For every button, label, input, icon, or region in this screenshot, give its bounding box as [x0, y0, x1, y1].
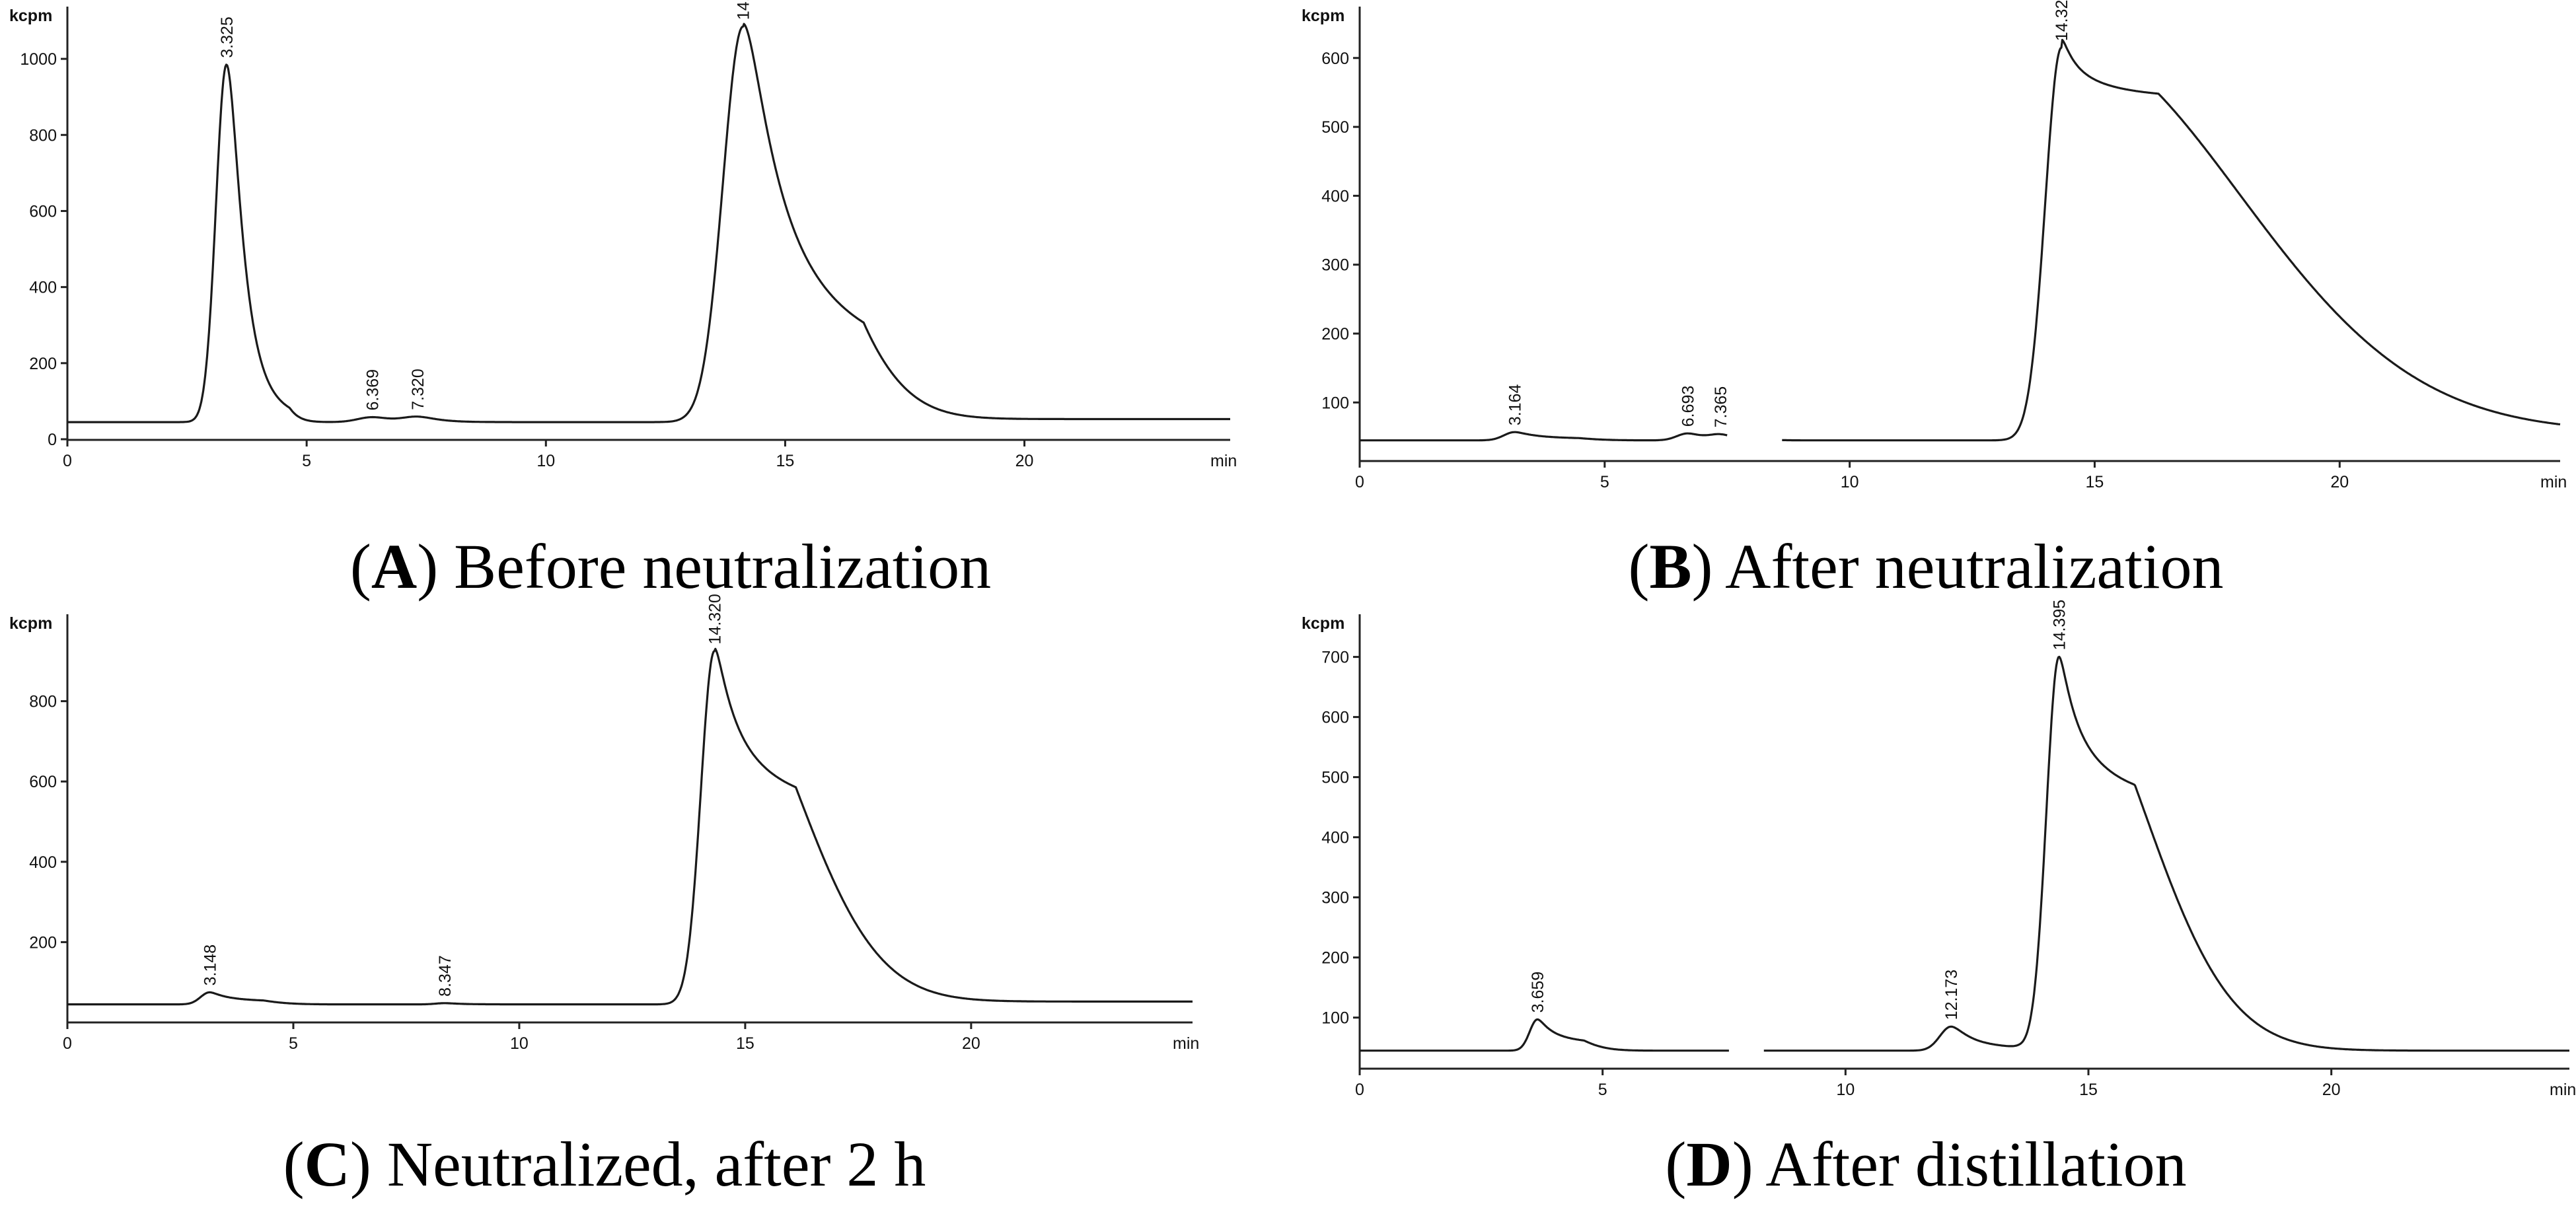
y-tick-label: 400 [1321, 829, 1349, 847]
x-tick-label: 10 [536, 452, 555, 470]
x-tick-label: 0 [63, 1034, 72, 1053]
y-unit-label: kcpm [1302, 614, 1344, 633]
peak-label: 14.322 [2053, 0, 2071, 41]
x-unit-label: min [1210, 452, 1237, 470]
peak-label: 14.120 [735, 0, 753, 20]
y-tick-label: 1000 [20, 50, 57, 69]
y-tick-label: 200 [1321, 949, 1349, 968]
peak-label: 8.347 [436, 955, 455, 997]
x-tick-label: 0 [1355, 1081, 1364, 1099]
x-tick-label: 5 [1600, 473, 1609, 491]
chromatogram-panel-d: kcpm min 100 200 300 400 500 600 700 0 5 10 15 20 3.65… [1302, 600, 2576, 1099]
y-tick-label: 200 [1321, 325, 1349, 343]
y-tick-label: 700 [1321, 649, 1349, 667]
chromatogram-trace [67, 22, 1231, 423]
peak-label: 12.173 [1942, 970, 1961, 1020]
x-tick-label: 0 [63, 452, 72, 470]
x-tick-label: 5 [289, 1034, 298, 1053]
x-unit-label: min [1173, 1034, 1199, 1053]
chromatogram-trace [1359, 655, 2570, 1052]
y-tick-label: 500 [1321, 118, 1349, 137]
x-tick-label: 15 [776, 452, 795, 470]
peak-label: 7.320 [409, 369, 427, 410]
peak-label: 7.365 [1712, 386, 1730, 428]
peak-label: 3.164 [1506, 384, 1525, 426]
peak-label: 14.320 [706, 594, 724, 644]
y-unit-label: kcpm [9, 7, 52, 25]
y-tick-label: 800 [29, 126, 57, 145]
y-tick-label: 200 [29, 933, 57, 952]
x-tick-label: 20 [1015, 452, 1034, 470]
x-tick-label: 10 [510, 1034, 529, 1053]
y-tick-label: 800 [29, 693, 57, 711]
chromatogram-trace [67, 647, 1193, 1006]
peak-label: 3.325 [218, 17, 237, 58]
chromatogram-trace [1359, 38, 2561, 442]
x-tick-label: 15 [736, 1034, 754, 1053]
y-tick-label: 100 [1321, 394, 1349, 412]
y-tick-label: 400 [29, 853, 57, 872]
caption-b: (B) After neutralization [1629, 531, 2224, 602]
chromatogram-panel-b: kcpm min 100 200 300 400 500 600 0 5 10 15 20 3.164 6.… [1302, 0, 2567, 491]
x-unit-label: min [2550, 1081, 2576, 1099]
y-tick-label: 500 [1321, 769, 1349, 787]
x-tick-label: 10 [1836, 1081, 1855, 1099]
peak-label: 6.369 [363, 369, 382, 411]
x-tick-label: 5 [1598, 1081, 1607, 1099]
y-tick-label: 100 [1321, 1009, 1349, 1028]
peak-label: 3.148 [201, 945, 219, 986]
x-tick-label: 15 [2086, 473, 2104, 491]
y-tick-label: 600 [29, 202, 57, 221]
x-tick-label: 20 [962, 1034, 980, 1053]
y-tick-label: 0 [48, 431, 57, 449]
caption-a: (A) Before neutralization [350, 531, 991, 602]
x-tick-label: 20 [2322, 1081, 2341, 1099]
caption-c: (C) Neutralized, after 2 h [283, 1129, 926, 1199]
y-unit-label: kcpm [1302, 7, 1344, 25]
y-unit-label: kcpm [9, 614, 52, 633]
caption-d: (D) After distillation [1665, 1129, 2186, 1199]
y-tick-label: 300 [1321, 889, 1349, 908]
x-tick-label: 20 [2330, 473, 2349, 491]
chromatogram-panel-c: kcpm min 200 400 600 800 0 5 10 15 20 3.148 8.347 14.… [9, 594, 1199, 1053]
peak-label: 3.659 [1529, 972, 1547, 1013]
y-tick-label: 600 [29, 773, 57, 791]
x-tick-label: 0 [1355, 473, 1364, 491]
x-unit-label: min [2540, 473, 2567, 491]
y-tick-label: 400 [29, 279, 57, 297]
chromatogram-panel-a: kcpm min 0 200 400 600 800 1000 0 5 10 15 20 3.325 6.3… [9, 0, 1237, 470]
peak-label: 14.395 [2051, 600, 2069, 650]
x-tick-label: 10 [1841, 473, 1859, 491]
x-tick-label: 15 [2079, 1081, 2098, 1099]
peak-label: 6.693 [1679, 386, 1697, 427]
y-tick-label: 600 [1321, 50, 1349, 68]
y-tick-label: 300 [1321, 256, 1349, 275]
x-tick-label: 5 [302, 452, 311, 470]
y-tick-label: 200 [29, 355, 57, 373]
y-tick-label: 600 [1321, 709, 1349, 727]
y-tick-label: 400 [1321, 187, 1349, 205]
